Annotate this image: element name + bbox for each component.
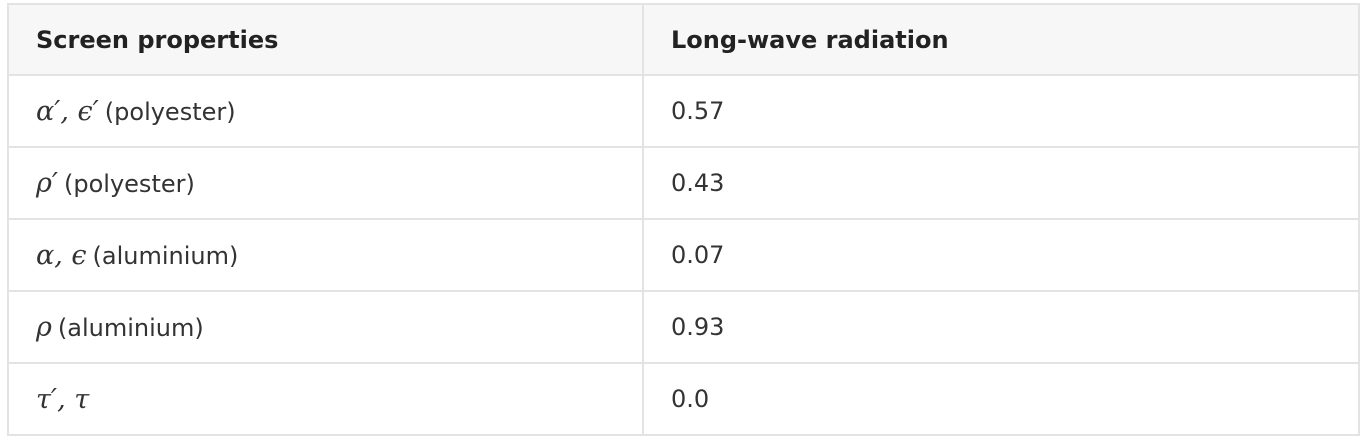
property-symbol: τ′, τ xyxy=(36,383,90,415)
value-cell: 0.07 xyxy=(642,218,1360,292)
table-row: ρ′ (polyester) 0.43 xyxy=(7,146,1360,220)
value-cell: 0.57 xyxy=(642,74,1360,148)
property-material: (polyester) xyxy=(64,169,195,198)
property-cell: ρ (aluminium) xyxy=(7,290,644,364)
properties-table: Screen properties Long-wave radiation α′… xyxy=(7,3,1360,436)
table-row: α, ϵ (aluminium) 0.07 xyxy=(7,218,1360,292)
value-cell: 0.0 xyxy=(642,362,1360,436)
property-material: (aluminium) xyxy=(57,313,204,342)
table-row: τ′, τ 0.0 xyxy=(7,362,1360,436)
value-cell: 0.43 xyxy=(642,146,1360,220)
property-cell: τ′, τ xyxy=(7,362,644,436)
property-symbol: ρ xyxy=(36,311,52,343)
table-row: α′, ϵ′ (polyester) 0.57 xyxy=(7,74,1360,148)
property-material: (aluminium) xyxy=(92,241,239,270)
property-symbol: ρ′ xyxy=(36,167,59,199)
header-screen-properties: Screen properties xyxy=(7,3,644,76)
table-header-row: Screen properties Long-wave radiation xyxy=(7,3,1360,76)
property-cell: α, ϵ (aluminium) xyxy=(7,218,644,292)
table-row: ρ (aluminium) 0.93 xyxy=(7,290,1360,364)
property-symbol: α, ϵ xyxy=(36,239,87,271)
value-cell: 0.93 xyxy=(642,290,1360,364)
property-cell: α′, ϵ′ (polyester) xyxy=(7,74,644,148)
property-cell: ρ′ (polyester) xyxy=(7,146,644,220)
property-symbol: α′, ϵ′ xyxy=(36,95,99,127)
property-material: (polyester) xyxy=(104,97,236,126)
header-long-wave-radiation: Long-wave radiation xyxy=(642,3,1360,76)
